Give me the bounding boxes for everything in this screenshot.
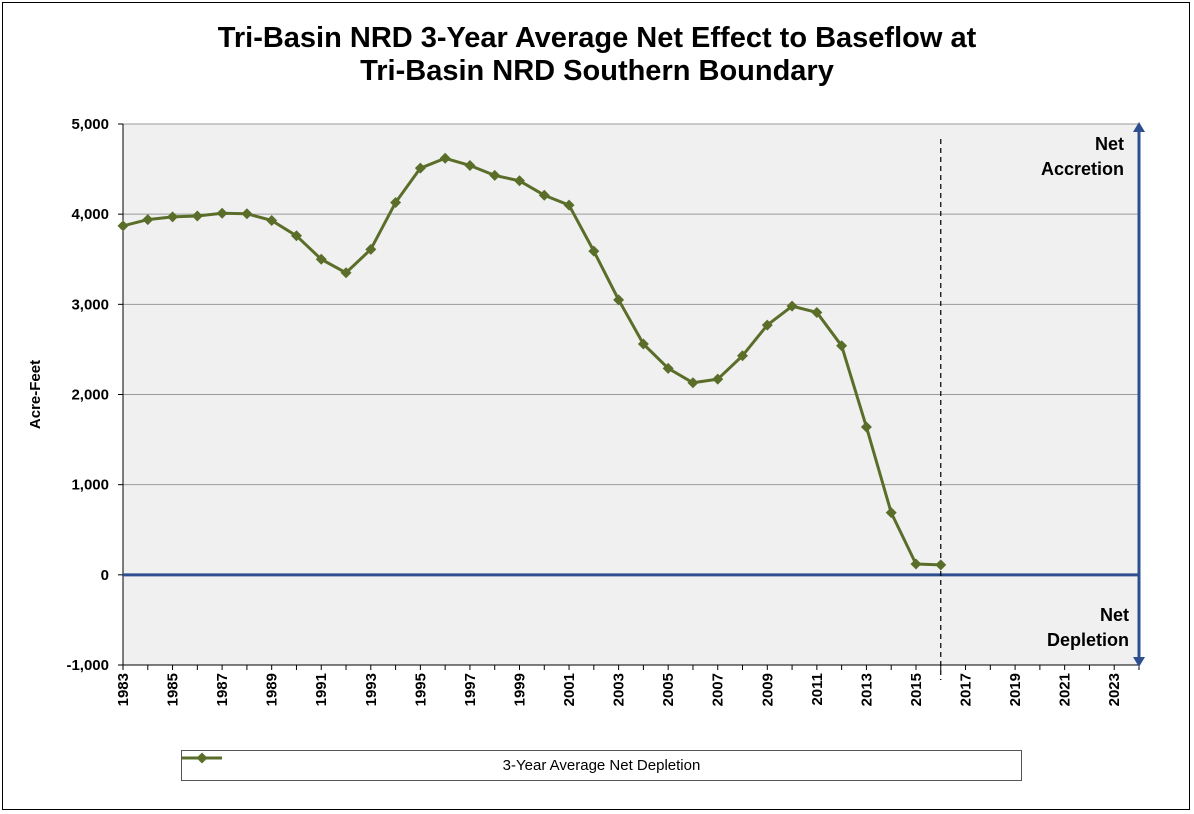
y-axis-label: Acre-Feet xyxy=(27,360,44,429)
data-point xyxy=(315,253,327,265)
data-point xyxy=(489,169,501,181)
data-point xyxy=(414,162,426,174)
data-point xyxy=(811,306,823,318)
y-tick-label: 1,000 xyxy=(71,477,109,494)
x-tick-label: 1995 xyxy=(412,673,429,706)
x-tick-label: 1991 xyxy=(313,673,330,706)
x-tick-label: 2017 xyxy=(958,673,975,706)
x-tick-label: 2021 xyxy=(1057,673,1074,706)
data-point xyxy=(637,338,649,350)
data-point xyxy=(588,245,600,257)
data-point xyxy=(860,421,872,433)
x-tick-label: 2001 xyxy=(561,673,578,706)
data-point xyxy=(117,220,129,232)
legend-marker xyxy=(196,752,208,764)
data-point xyxy=(885,507,897,519)
data-point xyxy=(786,300,798,312)
series-line xyxy=(122,156,941,567)
legend-swatch xyxy=(182,752,222,764)
x-tick-label: 2023 xyxy=(1106,673,1123,706)
x-tick-label: 1999 xyxy=(511,673,528,706)
data-point xyxy=(712,373,724,385)
y-tick-label: -1,000 xyxy=(66,657,109,674)
data-point xyxy=(365,243,377,255)
data-point xyxy=(836,340,848,352)
data-point xyxy=(737,350,749,362)
annotation-net-depletion-line1: Net xyxy=(1100,605,1129,625)
x-tick-label: 2009 xyxy=(759,673,776,706)
x-tick-label: 2019 xyxy=(1007,673,1024,706)
data-point xyxy=(340,267,352,279)
chart-title-line2: Tri-Basin NRD Southern Boundary xyxy=(360,55,834,87)
x-tick-label: 1989 xyxy=(264,673,281,706)
x-tick-label: 2003 xyxy=(611,673,628,706)
data-point xyxy=(241,208,253,220)
arrow-up-head xyxy=(1133,122,1145,132)
data-point xyxy=(538,189,550,201)
x-tick-label: 1987 xyxy=(214,673,231,706)
data-point xyxy=(290,230,302,242)
y-tick-label: 4,000 xyxy=(71,206,109,223)
data-point xyxy=(613,294,625,306)
x-tick-label: 1997 xyxy=(462,673,479,706)
data-point xyxy=(935,559,947,571)
data-point xyxy=(439,152,451,164)
x-tick-label: 2015 xyxy=(908,673,925,706)
arrow-down-head xyxy=(1133,657,1145,667)
y-tick-label: 2,000 xyxy=(71,387,109,404)
x-tick-label: 2011 xyxy=(809,673,826,706)
chart-title-line1: Tri-Basin NRD 3-Year Average Net Effect … xyxy=(217,22,977,54)
data-point xyxy=(390,196,402,208)
legend: 3-Year Average Net Depletion xyxy=(181,750,1022,781)
annotation-net-accretion-line2: Accretion xyxy=(1041,159,1124,179)
x-tick-label: 1993 xyxy=(363,673,380,706)
data-point xyxy=(563,199,575,211)
data-point xyxy=(167,211,179,223)
y-tick-label: 0 xyxy=(101,567,109,584)
chart-title: Tri-Basin NRD 3-Year Average Net Effect … xyxy=(0,22,1194,88)
data-point xyxy=(142,214,154,226)
y-tick-label: 3,000 xyxy=(71,296,109,313)
x-tick-label: 1985 xyxy=(165,673,182,706)
x-tick-label: 2007 xyxy=(710,673,727,706)
data-point xyxy=(687,377,699,389)
annotation-net-accretion-line1: Net xyxy=(1095,134,1124,154)
data-point xyxy=(216,207,228,219)
x-tick-label: 1983 xyxy=(115,673,132,706)
x-tick-label: 2005 xyxy=(660,673,677,706)
x-tick-label: 2013 xyxy=(858,673,875,706)
data-point xyxy=(662,362,674,374)
data-point xyxy=(266,214,278,226)
data-point xyxy=(910,558,922,570)
legend-label: 3-Year Average Net Depletion xyxy=(502,757,701,774)
y-tick-label: 5,000 xyxy=(71,116,109,133)
data-point xyxy=(464,159,476,171)
data-point xyxy=(513,175,525,187)
data-point xyxy=(761,319,773,331)
data-point xyxy=(191,210,203,222)
annotation-net-depletion-line2: Depletion xyxy=(1047,630,1129,650)
